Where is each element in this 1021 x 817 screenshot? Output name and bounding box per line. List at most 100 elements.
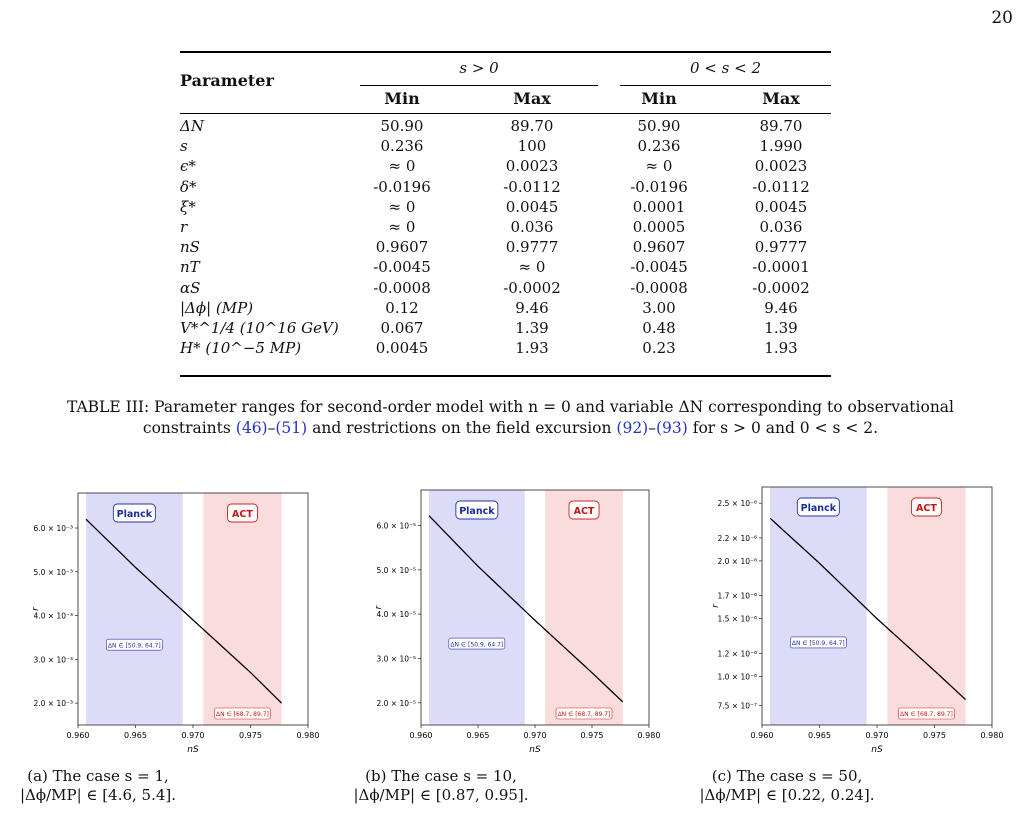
- table-cell-value: 0.0045: [505, 197, 559, 216]
- table-cell-value: -0.0045: [630, 258, 688, 277]
- table-cell-value: ≈ 0: [645, 157, 673, 176]
- table-body: ΔN 50.90 89.70 50.90 89.70 s 0.236 100 0.236 1.99…: [180, 117, 831, 359]
- table-cell-value: 3.00: [642, 298, 676, 317]
- table-cell-parameter: δ*: [180, 177, 197, 196]
- table-group-header-1: s > 0: [459, 59, 499, 77]
- table-sub-header-min: Min: [641, 89, 677, 108]
- caption-text: –: [267, 419, 276, 437]
- table-cell-value: -0.0008: [373, 278, 431, 297]
- table-header-rule: [180, 113, 831, 114]
- y-tick-label: 5.0 × 10⁻⁵: [377, 566, 417, 575]
- table-cell-value: ≈ 0: [388, 197, 416, 216]
- table-cell-value: 9.46: [515, 298, 549, 317]
- table-cell-value: -0.0001: [752, 258, 810, 277]
- table-top-rule: [180, 51, 831, 53]
- act-label: ACT: [232, 509, 253, 520]
- y-tick-label: 3.0 × 10⁻⁵: [377, 654, 417, 663]
- table-sub-header-max: Max: [762, 89, 800, 108]
- table-cell-value: ≈ 0: [518, 258, 546, 277]
- table-cell-value: -0.0196: [373, 177, 431, 196]
- act-dn-annotation: ΔN ∈ [68.7, 89.7]: [558, 711, 611, 718]
- subcaption-line: |Δϕ/MP| ∈ [4.6, 5.4].: [19, 786, 177, 804]
- table-cell-value: 1.39: [764, 318, 798, 337]
- table-cell-parameter: nT: [180, 258, 200, 277]
- chart-svg: 0.960 0.965 0.970 0.975 0.980 2.5 × 10⁻⁶ 2.2 ×…: [711, 486, 1003, 755]
- caption-line-2: constraints (46)–(51) and restrictions o…: [8, 418, 1013, 439]
- table-row: ϵ* ≈ 0 0.0023 ≈ 0 0.0023: [180, 157, 831, 177]
- y-axis-label: r: [711, 603, 721, 608]
- table-cell-value: -0.0002: [503, 278, 561, 297]
- table-cell-value: 0.0023: [754, 157, 808, 176]
- table-row: nS 0.9607 0.9777 0.9607 0.9777: [180, 238, 831, 258]
- y-tick-label: 2.5 × 10⁻⁶: [718, 499, 758, 508]
- table-cell-parameter: αS: [180, 278, 201, 297]
- caption-text: and restrictions on the field excursion: [307, 419, 617, 437]
- figure-panel: 0.960 0.965 0.970 0.975 0.980 2.5 × 10⁻⁶ 2.2 ×…: [690, 480, 1003, 774]
- x-tick-label: 0.960: [751, 731, 774, 740]
- table-cell-value: 0.0045: [754, 197, 808, 216]
- table-cell-value: 1.990: [759, 137, 803, 156]
- planck-label-box: [112, 503, 156, 523]
- subcaption-line: (a) The case s = 1,: [27, 767, 169, 785]
- chart-svg: 0.960 0.965 0.970 0.975 0.980 6.0 × 10⁻⁵ 5.0 ×…: [374, 489, 660, 755]
- x-tick-label: 0.960: [67, 731, 90, 740]
- chart-svg: 0.960 0.965 0.970 0.975 0.980 6.0 × 10⁻³ 5.0 ×…: [31, 492, 319, 755]
- y-tick-label: 6.0 × 10⁻⁵: [377, 521, 417, 530]
- planck-dn-annotation: ΔN ∈ [50.9, 64.7]: [108, 642, 161, 649]
- table-cell-value: 0.0001: [632, 197, 686, 216]
- table-cell-value: 50.90: [380, 117, 424, 135]
- table-cell-value: 0.48: [642, 318, 676, 337]
- equation-ref-link[interactable]: (51): [275, 419, 308, 437]
- y-tick-label: 4.0 × 10⁻³: [34, 612, 74, 621]
- table-cell-value: -0.0112: [503, 177, 561, 196]
- y-tick-label: 4.0 × 10⁻⁵: [377, 610, 417, 619]
- x-tick-label: 0.980: [297, 731, 320, 740]
- x-axis-label: nS: [529, 745, 541, 755]
- planck-dn-annotation-box: [448, 637, 506, 650]
- data-line: [769, 517, 966, 701]
- act-label: ACT: [574, 506, 595, 517]
- table-cell-value: 0.23: [642, 339, 676, 358]
- subcaption-line: (b) The case s = 10,: [365, 767, 517, 785]
- figure-panel: 0.960 0.965 0.970 0.975 0.980 6.0 × 10⁻⁵ 5.0 ×…: [345, 480, 660, 774]
- table-row: ΔN 50.90 89.70 50.90 89.70: [180, 117, 831, 137]
- planck-dn-annotation-box: [106, 638, 163, 651]
- equation-ref-link[interactable]: (93): [655, 419, 688, 437]
- x-tick-label: 0.970: [524, 731, 547, 740]
- caption-text: constraints: [142, 419, 236, 437]
- y-axis-label: r: [31, 606, 41, 611]
- table-row: δ* -0.0196 -0.0112 -0.0196 -0.0112: [180, 178, 831, 198]
- equation-ref-link[interactable]: (92): [616, 419, 649, 437]
- x-tick-label: 0.975: [239, 731, 262, 740]
- table-cell-value: 0.036: [759, 217, 803, 236]
- y-tick-label: 3.0 × 10⁻³: [34, 655, 74, 664]
- table-cell-value: 0.036: [510, 217, 554, 236]
- planck-label: Planck: [459, 506, 495, 517]
- table-cell-value: 9.46: [764, 298, 798, 317]
- equation-ref-link[interactable]: (46): [235, 419, 268, 437]
- table-cell-value: 0.236: [380, 137, 424, 156]
- caption-line-1: TABLE III: Parameter ranges for second-o…: [66, 398, 955, 416]
- table-cell-value: 1.39: [515, 318, 549, 337]
- planck-dn-annotation-box: [790, 636, 847, 649]
- y-tick-label: 1.7 × 10⁻⁶: [718, 592, 758, 601]
- act-dn-annotation: ΔN ∈ [68.7, 89.7]: [900, 711, 953, 718]
- figure-subcaption: (a) The case s = 1, |Δϕ/MP| ∈ [4.6, 5.4].: [0, 767, 218, 805]
- table-group-rule-1: [360, 85, 598, 86]
- table-cell-value: 100: [517, 137, 547, 156]
- table-cell-value: 0.9777: [754, 238, 808, 257]
- table-cell-value: 89.70: [510, 117, 554, 135]
- act-band: [203, 493, 282, 725]
- data-line: [428, 515, 624, 703]
- y-tick-label: 5.0 × 10⁻³: [34, 568, 74, 577]
- act-band: [887, 487, 966, 725]
- planck-dn-annotation: ΔN ∈ [50.9, 64.7]: [450, 641, 503, 648]
- table-cell-value: 0.0045: [375, 339, 429, 358]
- table-cell-parameter: ϵ*: [180, 157, 196, 176]
- y-tick-label: 1.0 × 10⁻⁶: [718, 672, 758, 681]
- y-tick-label: 7.5 × 10⁻⁷: [718, 701, 758, 710]
- y-tick-label: 1.2 × 10⁻⁶: [718, 649, 758, 658]
- table-cell-parameter: s: [180, 137, 188, 156]
- x-tick-label: 0.965: [467, 731, 490, 740]
- act-label: ACT: [916, 503, 937, 514]
